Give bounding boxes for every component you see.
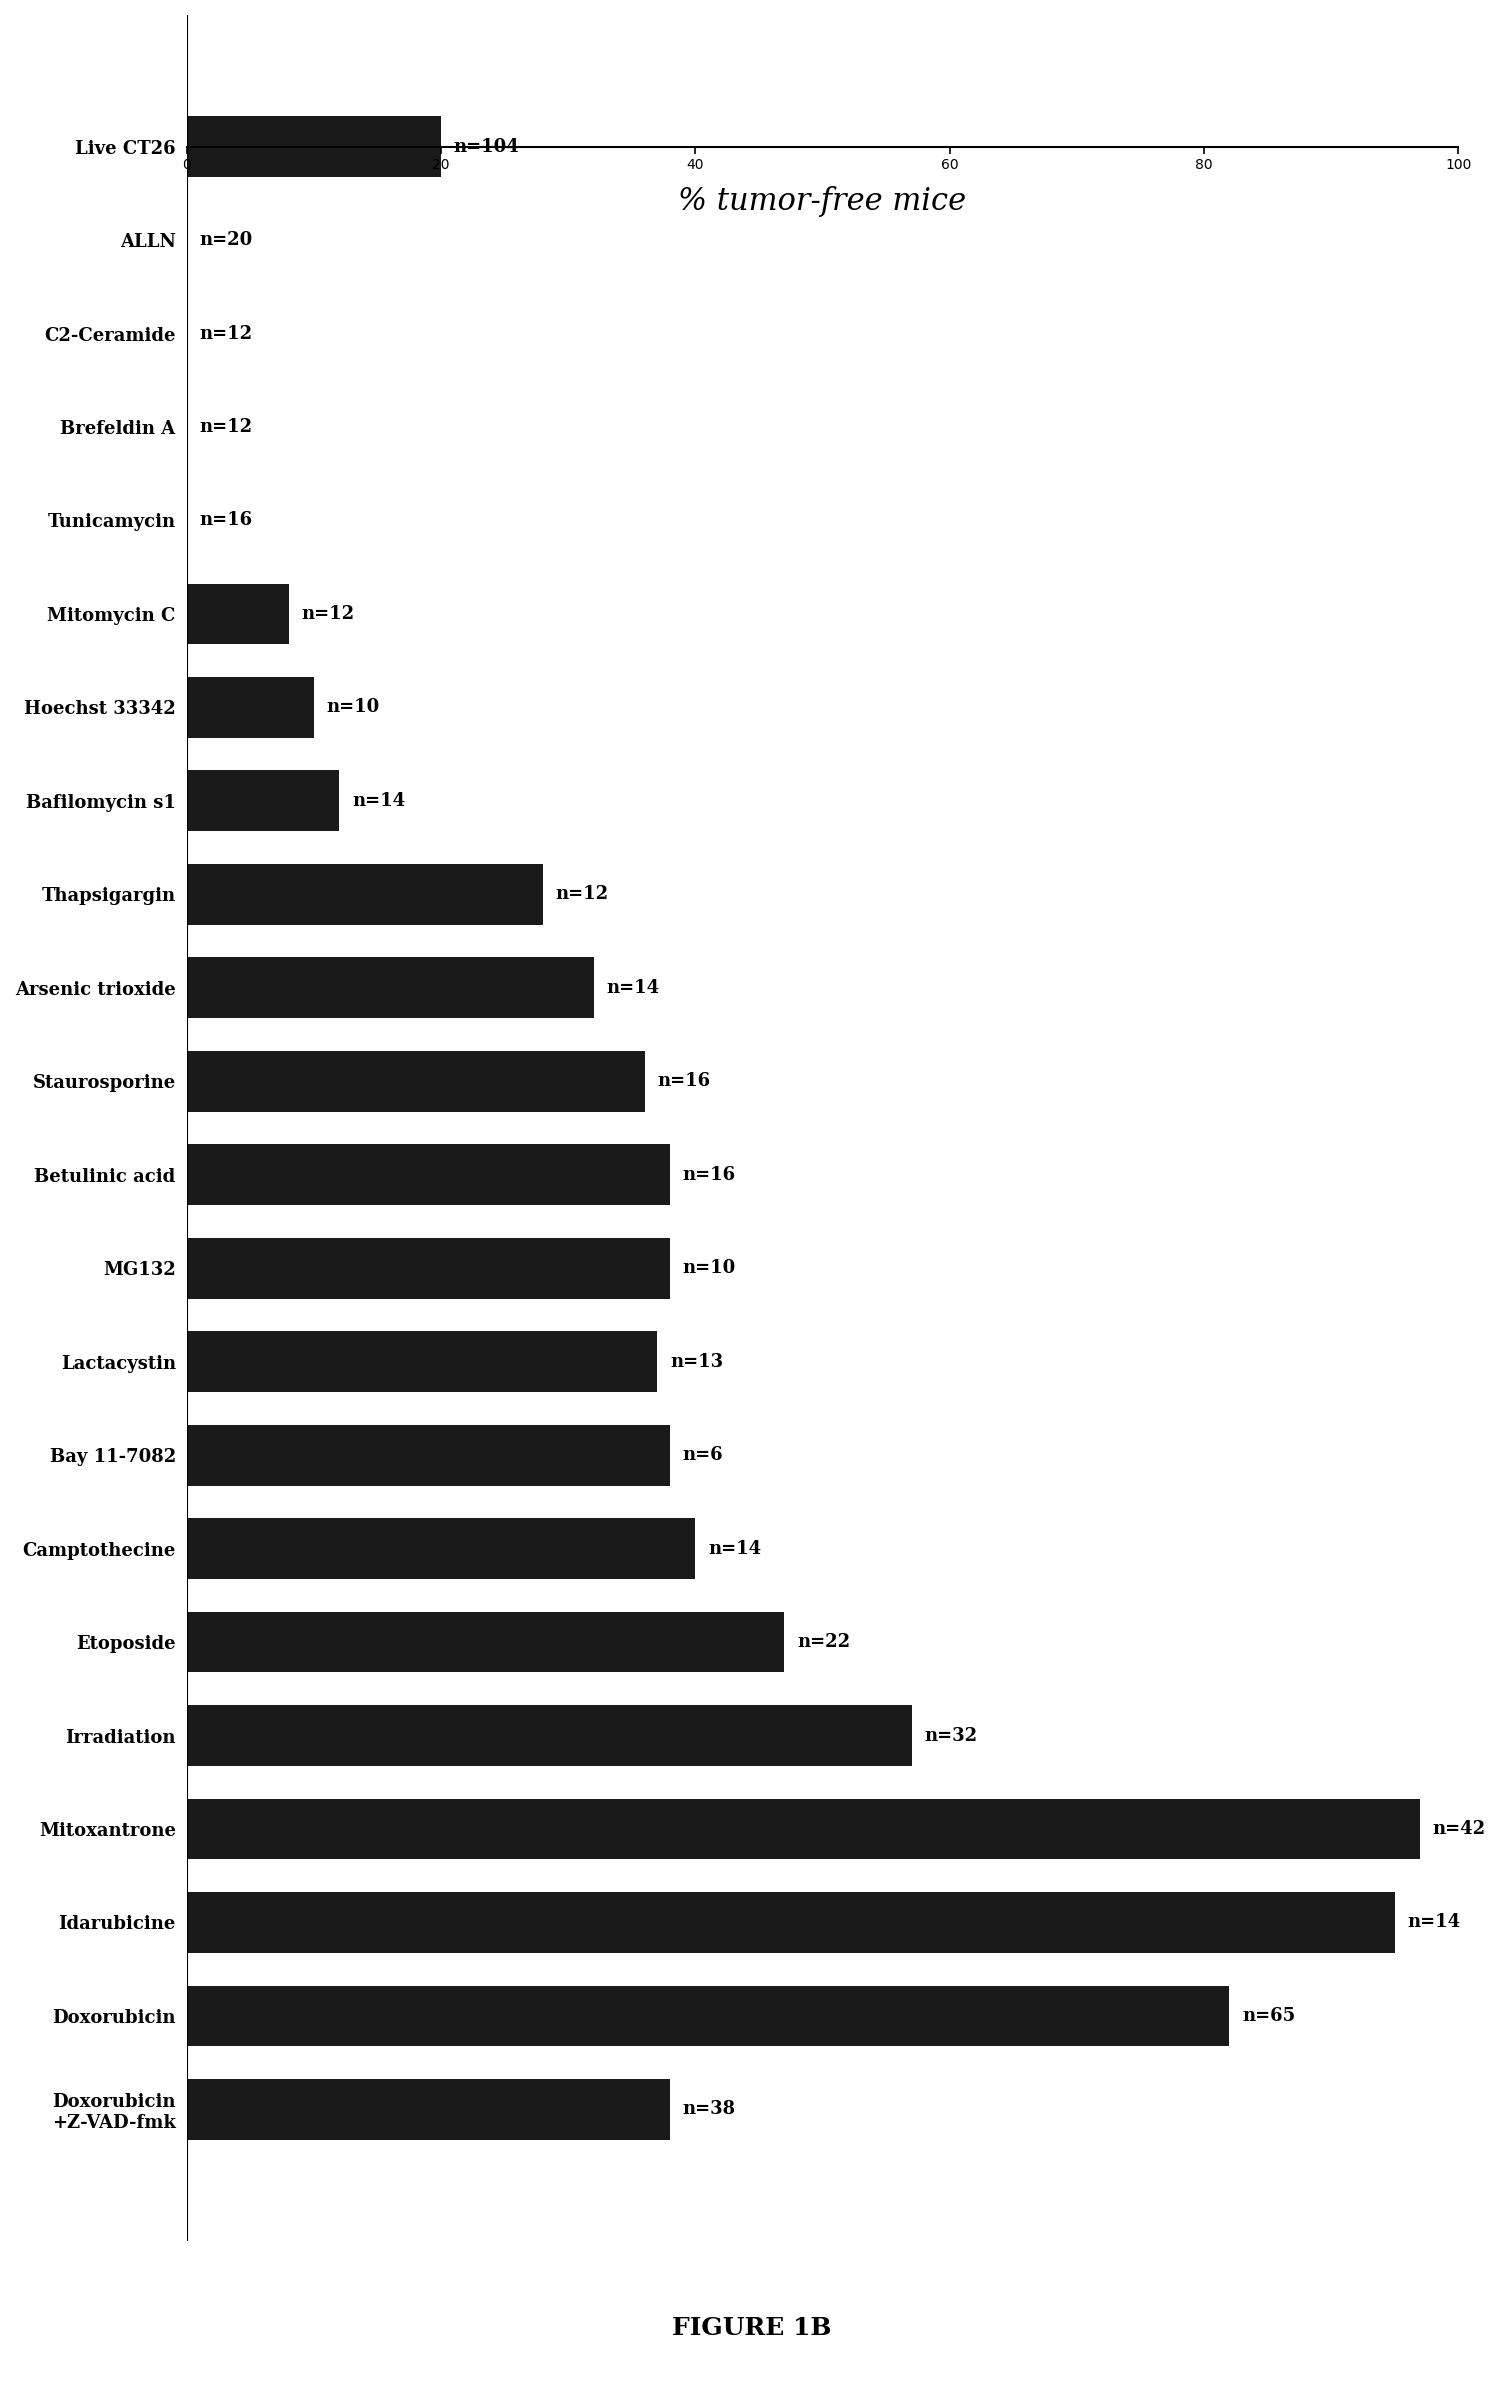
Text: n=42: n=42 [1432, 1819, 1486, 1838]
Bar [186, 958, 594, 1018]
Text: n=16: n=16 [200, 511, 253, 530]
Text: n=32: n=32 [924, 1726, 977, 1745]
Text: n=12: n=12 [556, 886, 609, 902]
Text: n=14: n=14 [708, 1541, 761, 1558]
Bar [186, 1238, 670, 1298]
Bar [186, 1798, 1420, 1860]
Bar [186, 1426, 670, 1486]
Bar [186, 2078, 670, 2141]
Bar [186, 1332, 657, 1392]
Bar [186, 1519, 696, 1579]
Bar [186, 583, 289, 643]
Bar [186, 1985, 1229, 2047]
Text: n=20: n=20 [200, 230, 253, 250]
Text: n=16: n=16 [657, 1073, 711, 1090]
Text: n=104: n=104 [454, 137, 520, 156]
Text: n=14: n=14 [606, 979, 660, 996]
Bar [186, 1704, 911, 1766]
Bar [186, 864, 543, 924]
Text: n=10: n=10 [682, 1260, 736, 1277]
Bar [186, 1145, 670, 1205]
Text: n=38: n=38 [682, 2100, 736, 2119]
Text: n=14: n=14 [352, 792, 406, 809]
Text: n=65: n=65 [1241, 2006, 1296, 2026]
Bar [186, 115, 440, 178]
X-axis label: % tumor-free mice: % tumor-free mice [678, 187, 966, 218]
Text: FIGURE 1B: FIGURE 1B [672, 2316, 831, 2340]
Text: n=10: n=10 [326, 698, 380, 715]
Text: n=6: n=6 [682, 1447, 723, 1464]
Text: n=12: n=12 [200, 418, 253, 437]
Text: n=13: n=13 [670, 1354, 723, 1370]
Bar [186, 677, 314, 737]
Bar [186, 1051, 645, 1111]
Bar [186, 1613, 785, 1673]
Bar [186, 770, 340, 830]
Bar [186, 1891, 1395, 1954]
Text: n=12: n=12 [301, 605, 355, 624]
Text: n=16: n=16 [682, 1166, 736, 1183]
Text: n=22: n=22 [797, 1632, 851, 1651]
Text: n=12: n=12 [200, 324, 253, 343]
Text: n=14: n=14 [1407, 1913, 1461, 1932]
